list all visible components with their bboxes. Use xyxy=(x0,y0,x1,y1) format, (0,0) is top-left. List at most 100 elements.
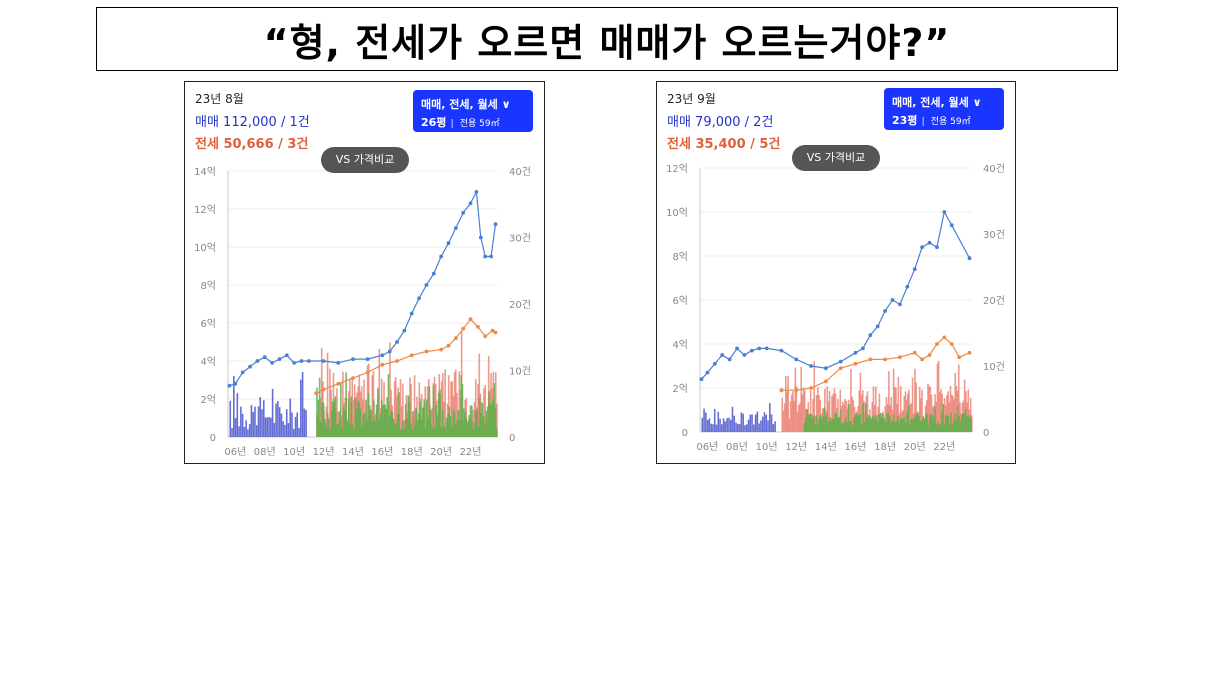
volume-bar-jeonse xyxy=(785,375,787,432)
volume-bar-sale xyxy=(303,408,306,437)
volume-bar-jeonse xyxy=(349,378,351,437)
jeonse-point xyxy=(898,355,902,360)
volume-bar-wolse xyxy=(374,421,377,437)
jeonse-point xyxy=(475,324,480,329)
volume-bar-wolse xyxy=(473,422,476,437)
jeonse-point xyxy=(380,362,385,367)
x-tick-label: 12년 xyxy=(313,446,335,458)
deal-type-selector[interactable]: 매매, 전세, 월세 ∨ 26평 | 전용 59㎡ xyxy=(413,90,533,132)
jeonse-point xyxy=(351,376,355,380)
volume-bar-wolse xyxy=(402,421,404,437)
volume-bar-jeonse xyxy=(478,353,481,437)
volume-bar-wolse xyxy=(826,413,828,432)
volume-bar-wolse xyxy=(812,416,815,432)
y-tick-label: 10억 xyxy=(666,207,688,219)
volume-bar-sale xyxy=(774,421,776,432)
volume-bar-wolse xyxy=(862,403,864,432)
volume-bar-jeonse xyxy=(792,391,794,432)
volume-bar-wolse xyxy=(432,385,435,437)
volume-bar-sale xyxy=(298,427,300,437)
volume-bar-wolse xyxy=(336,424,338,437)
vs-compare-button[interactable]: VS 가격비교 xyxy=(792,145,880,171)
volume-bar-jeonse xyxy=(959,402,961,432)
sale-point xyxy=(270,361,274,365)
volume-bar-jeonse xyxy=(793,400,795,432)
sale-point xyxy=(853,350,858,355)
volume-bar-wolse xyxy=(947,415,950,432)
volume-bar-jeonse xyxy=(963,379,966,432)
sale-point xyxy=(321,359,326,363)
jeonse-point xyxy=(439,347,444,352)
volume-bar-sale xyxy=(724,421,727,432)
volume-bar-jeonse xyxy=(921,389,923,432)
sale-point xyxy=(927,240,932,245)
x-tick-label: 20년 xyxy=(904,441,926,453)
volume-bar-wolse xyxy=(870,420,872,432)
volume-bar-wolse xyxy=(390,410,392,437)
volume-bar-sale xyxy=(243,426,246,437)
sale-point xyxy=(439,254,444,259)
volume-bar-wolse xyxy=(349,424,351,437)
jeonse-point xyxy=(823,379,828,384)
volume-bar-jeonse xyxy=(946,395,948,432)
deal-type-selector[interactable]: 매매, 전세, 월세 ∨ 23평 | 전용 59㎡ xyxy=(884,88,1004,130)
volume-bar-sale xyxy=(765,414,768,432)
volume-bar-sale xyxy=(248,424,251,437)
y-tick-label: 10억 xyxy=(194,242,216,254)
volume-bar-wolse xyxy=(940,413,943,432)
volume-bar-wolse xyxy=(443,425,445,437)
sale-point xyxy=(483,254,488,259)
volume-bar-sale xyxy=(287,423,290,437)
sale-point xyxy=(935,245,939,250)
sale-point xyxy=(478,235,483,240)
volume-bar-sale xyxy=(740,412,743,432)
volume-bar-jeonse xyxy=(897,376,900,432)
volume-bar-wolse xyxy=(836,418,839,432)
vs-compare-button[interactable]: VS 가격비교 xyxy=(321,147,409,173)
volume-bar-jeonse xyxy=(378,348,381,437)
jeonse-summary: 전세 35,400 / 5건 xyxy=(667,137,781,152)
sale-point xyxy=(949,223,954,228)
volume-bar-jeonse xyxy=(893,386,896,432)
jeonse-point xyxy=(314,391,319,396)
sale-point xyxy=(823,366,828,371)
volume-bar-wolse xyxy=(387,374,390,437)
price-chart-svg-sep: 0 2억 4억 6억 8억 10억 12억 0 10건 20건 30건 40건 06년 08년 10년 12년… xyxy=(666,163,1005,453)
volume-bar-sale xyxy=(289,398,292,437)
sale-point xyxy=(299,359,304,363)
volume-bar-wolse xyxy=(416,420,419,437)
x-tick-label: 14년 xyxy=(815,441,837,453)
volume-bar-jeonse xyxy=(418,382,421,437)
volume-bar-wolse xyxy=(377,387,379,437)
volume-bar-wolse xyxy=(916,414,919,432)
sale-summary: 매매 79,000 / 2건 xyxy=(667,115,774,130)
volume-bar-sale xyxy=(280,413,283,437)
volume-bar-wolse xyxy=(911,419,914,432)
sale-point xyxy=(757,346,762,351)
volume-bar-jeonse xyxy=(815,395,818,432)
jeonse-point xyxy=(490,328,495,333)
volume-bar-jeonse xyxy=(451,381,454,437)
x-tick-label: 12년 xyxy=(785,441,807,453)
jeonse-point xyxy=(927,353,932,357)
volume-bar-sale xyxy=(703,408,705,432)
volume-bar-wolse xyxy=(903,417,906,432)
volume-bar-jeonse xyxy=(371,375,374,437)
volume-bar-jeonse xyxy=(929,386,932,432)
volume-bar-wolse xyxy=(333,398,335,437)
volume-bar-jeonse xyxy=(875,386,877,432)
volume-bar-sale xyxy=(291,412,293,437)
y-tick-label: 12억 xyxy=(666,163,688,175)
volume-bar-wolse xyxy=(472,428,474,437)
volume-bar-wolse xyxy=(437,392,440,437)
volume-bar-wolse xyxy=(489,403,492,437)
volume-bar-wolse xyxy=(481,403,484,437)
volume-bar-wolse xyxy=(484,424,486,437)
volume-bar-jeonse xyxy=(948,402,951,432)
volume-bar-wolse xyxy=(460,375,462,437)
volume-bar-wolse xyxy=(831,418,834,432)
volume-bar-wolse xyxy=(952,420,955,432)
volume-bar-wolse xyxy=(922,416,924,432)
volume-bar-jeonse xyxy=(941,393,943,432)
volume-bar-wolse xyxy=(928,414,931,432)
